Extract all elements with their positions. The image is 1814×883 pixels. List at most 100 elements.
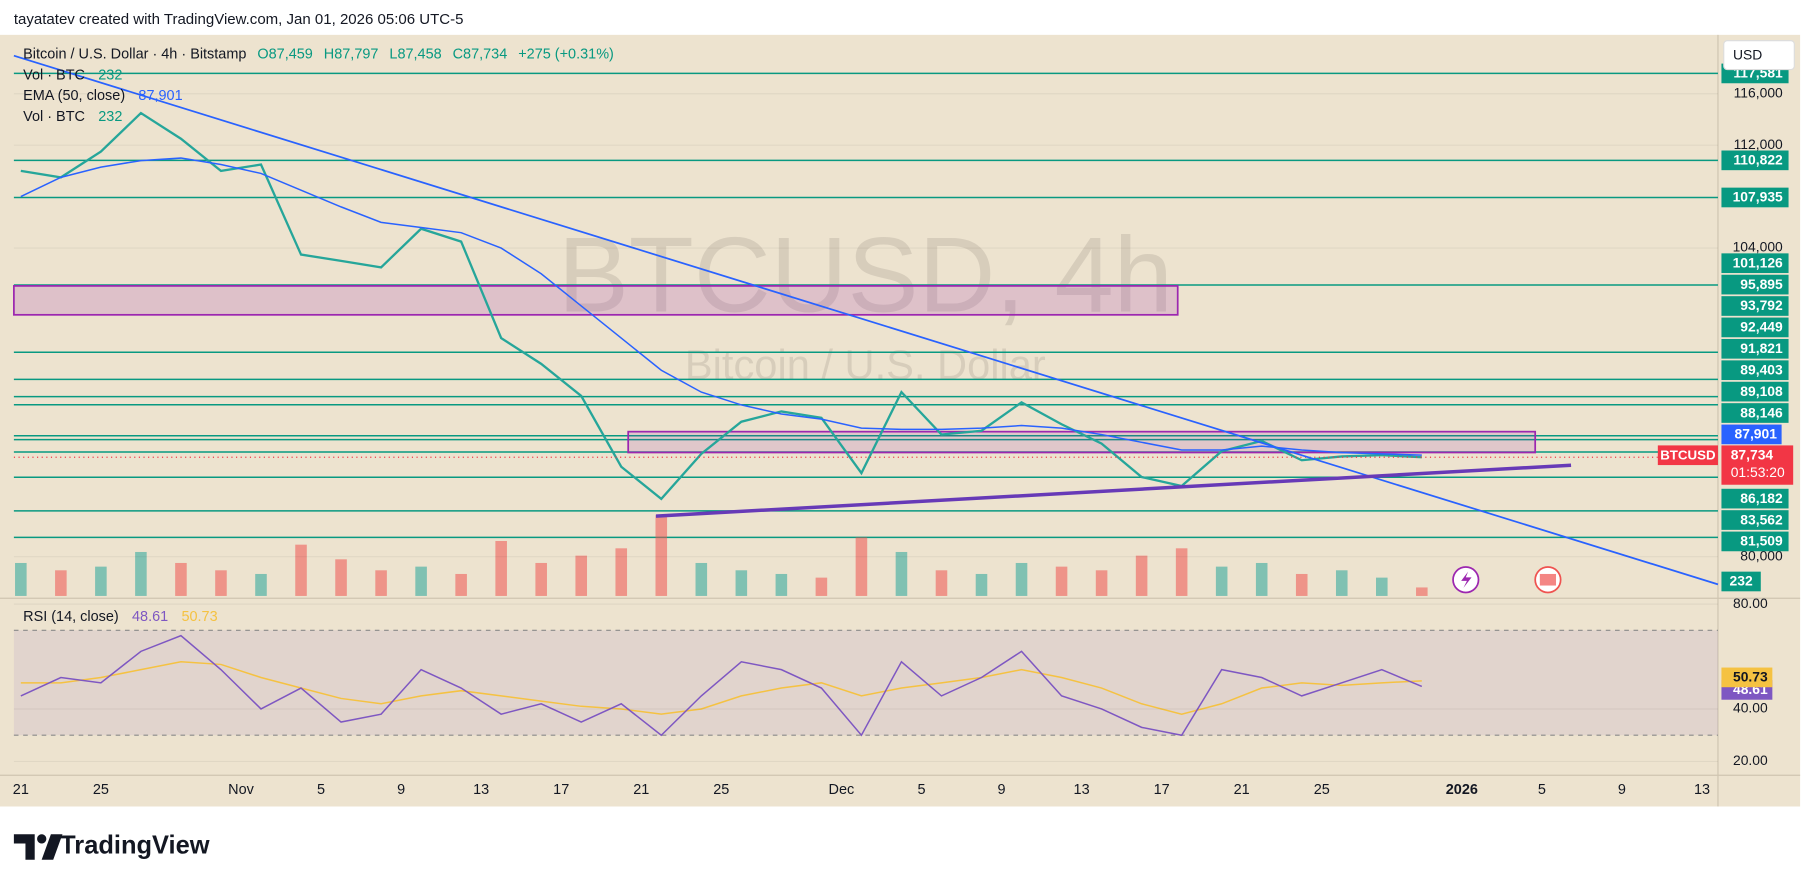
watermark-title: BTCUSD, 4h <box>558 216 1173 335</box>
rsi-ma-line <box>20 661 1422 715</box>
chart-background <box>0 34 1801 807</box>
volume-bar <box>535 562 547 596</box>
ema-label: 87,901 <box>1735 426 1778 442</box>
volume-bar <box>975 573 988 596</box>
x-tick-label: 25 <box>93 782 109 798</box>
countdown: 01:53:20 <box>1731 464 1785 480</box>
x-tick-label: Dec <box>829 782 855 798</box>
footer-logo: TradingView <box>13 832 210 860</box>
currency-box[interactable] <box>1723 40 1795 71</box>
level-label-box <box>1721 531 1789 552</box>
ema-line <box>20 157 1422 456</box>
volume-bar <box>135 551 147 596</box>
y-tick-label: 104,000 <box>1733 239 1783 255</box>
x-tick-label: 5 <box>317 782 325 798</box>
rsi-band <box>13 630 1718 736</box>
x-tick-label: 25 <box>1314 782 1330 798</box>
level-label-box <box>1721 296 1789 316</box>
x-tick-label: 13 <box>473 782 489 798</box>
level-label: 86,182 <box>1740 490 1783 506</box>
level-label: 110,822 <box>1733 152 1783 168</box>
level-label: 91,821 <box>1740 340 1783 356</box>
volume-bar <box>935 570 948 596</box>
volume-value: 232 <box>98 109 122 125</box>
rsi-pane <box>13 629 1718 737</box>
ema-value: 87,901 <box>138 88 182 104</box>
level-label: 93,792 <box>1740 297 1783 313</box>
volume-bar <box>1376 577 1388 596</box>
x-tick-label: 21 <box>13 782 29 798</box>
rsi-ma-value: 50.73 <box>181 609 217 625</box>
level-label: 107,935 <box>1733 189 1783 205</box>
level-label: 101,126 <box>1733 254 1783 270</box>
y-tick-label: 112,000 <box>1734 136 1783 152</box>
volume-bar <box>1295 573 1308 596</box>
volume-label: 232 <box>1730 573 1753 589</box>
volume-value: 232 <box>98 67 122 83</box>
volume-bar <box>95 566 107 596</box>
volume-bar <box>455 573 467 596</box>
watermark-subtitle: Bitcoin / U.S. Dollar <box>685 341 1046 388</box>
level-label-box <box>1721 488 1789 509</box>
volume-bar <box>1055 566 1068 596</box>
support-trendline <box>655 463 1572 518</box>
volume-bar <box>615 548 628 596</box>
price-line <box>20 111 1422 501</box>
volume-bar <box>815 577 828 596</box>
price-label-box <box>1721 445 1794 485</box>
level-label-box <box>1721 150 1789 171</box>
volume-bar <box>575 555 588 596</box>
x-tick-label: 2026 <box>1446 782 1478 798</box>
x-tick-label: 21 <box>1234 782 1250 798</box>
volume-bar <box>1135 555 1148 596</box>
ema-label-box <box>1721 424 1782 445</box>
level-label-box <box>1721 187 1789 208</box>
symbol-tag-box <box>1657 445 1718 466</box>
volume-bar <box>215 570 227 596</box>
x-tick-label: 9 <box>397 782 405 798</box>
legend-rsi: RSI (14, close) 48.61 50.73 <box>23 609 217 625</box>
x-tick-label: 5 <box>917 782 925 798</box>
x-tick-label: 9 <box>1618 782 1626 798</box>
rsi-name: RSI (14, close) <box>23 609 119 625</box>
volume-bar <box>295 544 307 596</box>
level-label: 89,108 <box>1740 383 1783 399</box>
x-tick-label: 25 <box>713 782 729 798</box>
x-tick-label: 13 <box>1074 782 1090 798</box>
volume-bar <box>1175 548 1188 596</box>
event-icon-bolt <box>1461 571 1472 588</box>
level-label-box <box>1721 381 1789 402</box>
x-tick-label: 9 <box>997 782 1005 798</box>
brand: TradingView <box>60 832 210 860</box>
level-label-box <box>1721 338 1789 359</box>
rsi-value: 48.61 <box>132 609 168 625</box>
volume-bar <box>735 570 748 596</box>
rsi-line <box>20 634 1423 737</box>
volume-bar <box>855 537 868 596</box>
level-label-box <box>1721 360 1789 381</box>
volume-bar <box>415 566 427 596</box>
level-label: 81,509 <box>1740 533 1783 549</box>
volume-bar <box>1015 562 1028 596</box>
volume-bar <box>775 573 788 596</box>
legend-main: Bitcoin / U.S. Dollar · 4h · Bitstamp O8… <box>23 46 614 62</box>
close: C87,734 <box>453 46 508 62</box>
x-tick-label: 21 <box>633 782 649 798</box>
volume-bar <box>495 540 507 596</box>
volume-bar <box>695 562 708 596</box>
legend-volume: Vol · BTC 232 <box>23 109 122 125</box>
level-label: 95,895 <box>1740 276 1783 292</box>
ema-name: EMA (50, close) <box>23 88 125 104</box>
x-tick-label: 13 <box>1694 782 1710 798</box>
level-label-box <box>1721 510 1789 530</box>
volume-bar <box>55 570 67 596</box>
volume <box>15 515 1428 596</box>
currency[interactable]: USD <box>1733 46 1762 62</box>
supply-zone <box>13 285 1179 316</box>
volume-bar <box>335 559 347 596</box>
x-tick-label: 17 <box>1154 782 1170 798</box>
price-pane <box>13 111 1718 501</box>
level-label: 88,146 <box>1740 404 1783 420</box>
volume-bar <box>255 573 267 596</box>
low: L87,458 <box>389 46 441 62</box>
